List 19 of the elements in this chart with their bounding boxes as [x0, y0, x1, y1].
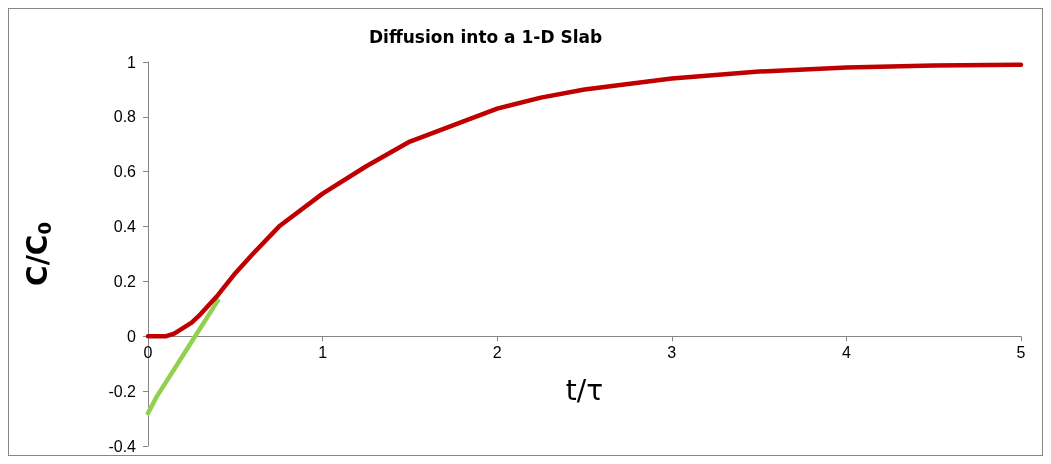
chart-title: Diffusion into a 1-D Slab: [369, 26, 603, 47]
x-tick-label: 4: [841, 343, 851, 361]
x-tick-label: 3: [667, 343, 677, 361]
x-tick-label: 5: [1016, 343, 1026, 361]
y-axis-title: C/C0: [20, 222, 55, 286]
line-series: [145, 62, 1024, 339]
x-tick-label: 2: [492, 343, 502, 361]
y-tick-label: -0.2: [108, 382, 137, 400]
y-tick-label: 0.4: [113, 218, 137, 236]
line-series: [145, 298, 221, 416]
y-tick-label: -0.4: [108, 437, 137, 455]
x-tick-label: 0: [143, 343, 153, 361]
y-tick-label: 0.8: [113, 108, 137, 126]
y-tick-label: 0.6: [113, 163, 137, 181]
y-tick-label: 0: [127, 327, 137, 345]
x-axis-title: t/τ: [565, 373, 604, 407]
y-tick-label: 0.2: [113, 272, 137, 290]
y-tick-label: 1: [127, 53, 137, 71]
x-tick-label: 1: [318, 343, 328, 361]
